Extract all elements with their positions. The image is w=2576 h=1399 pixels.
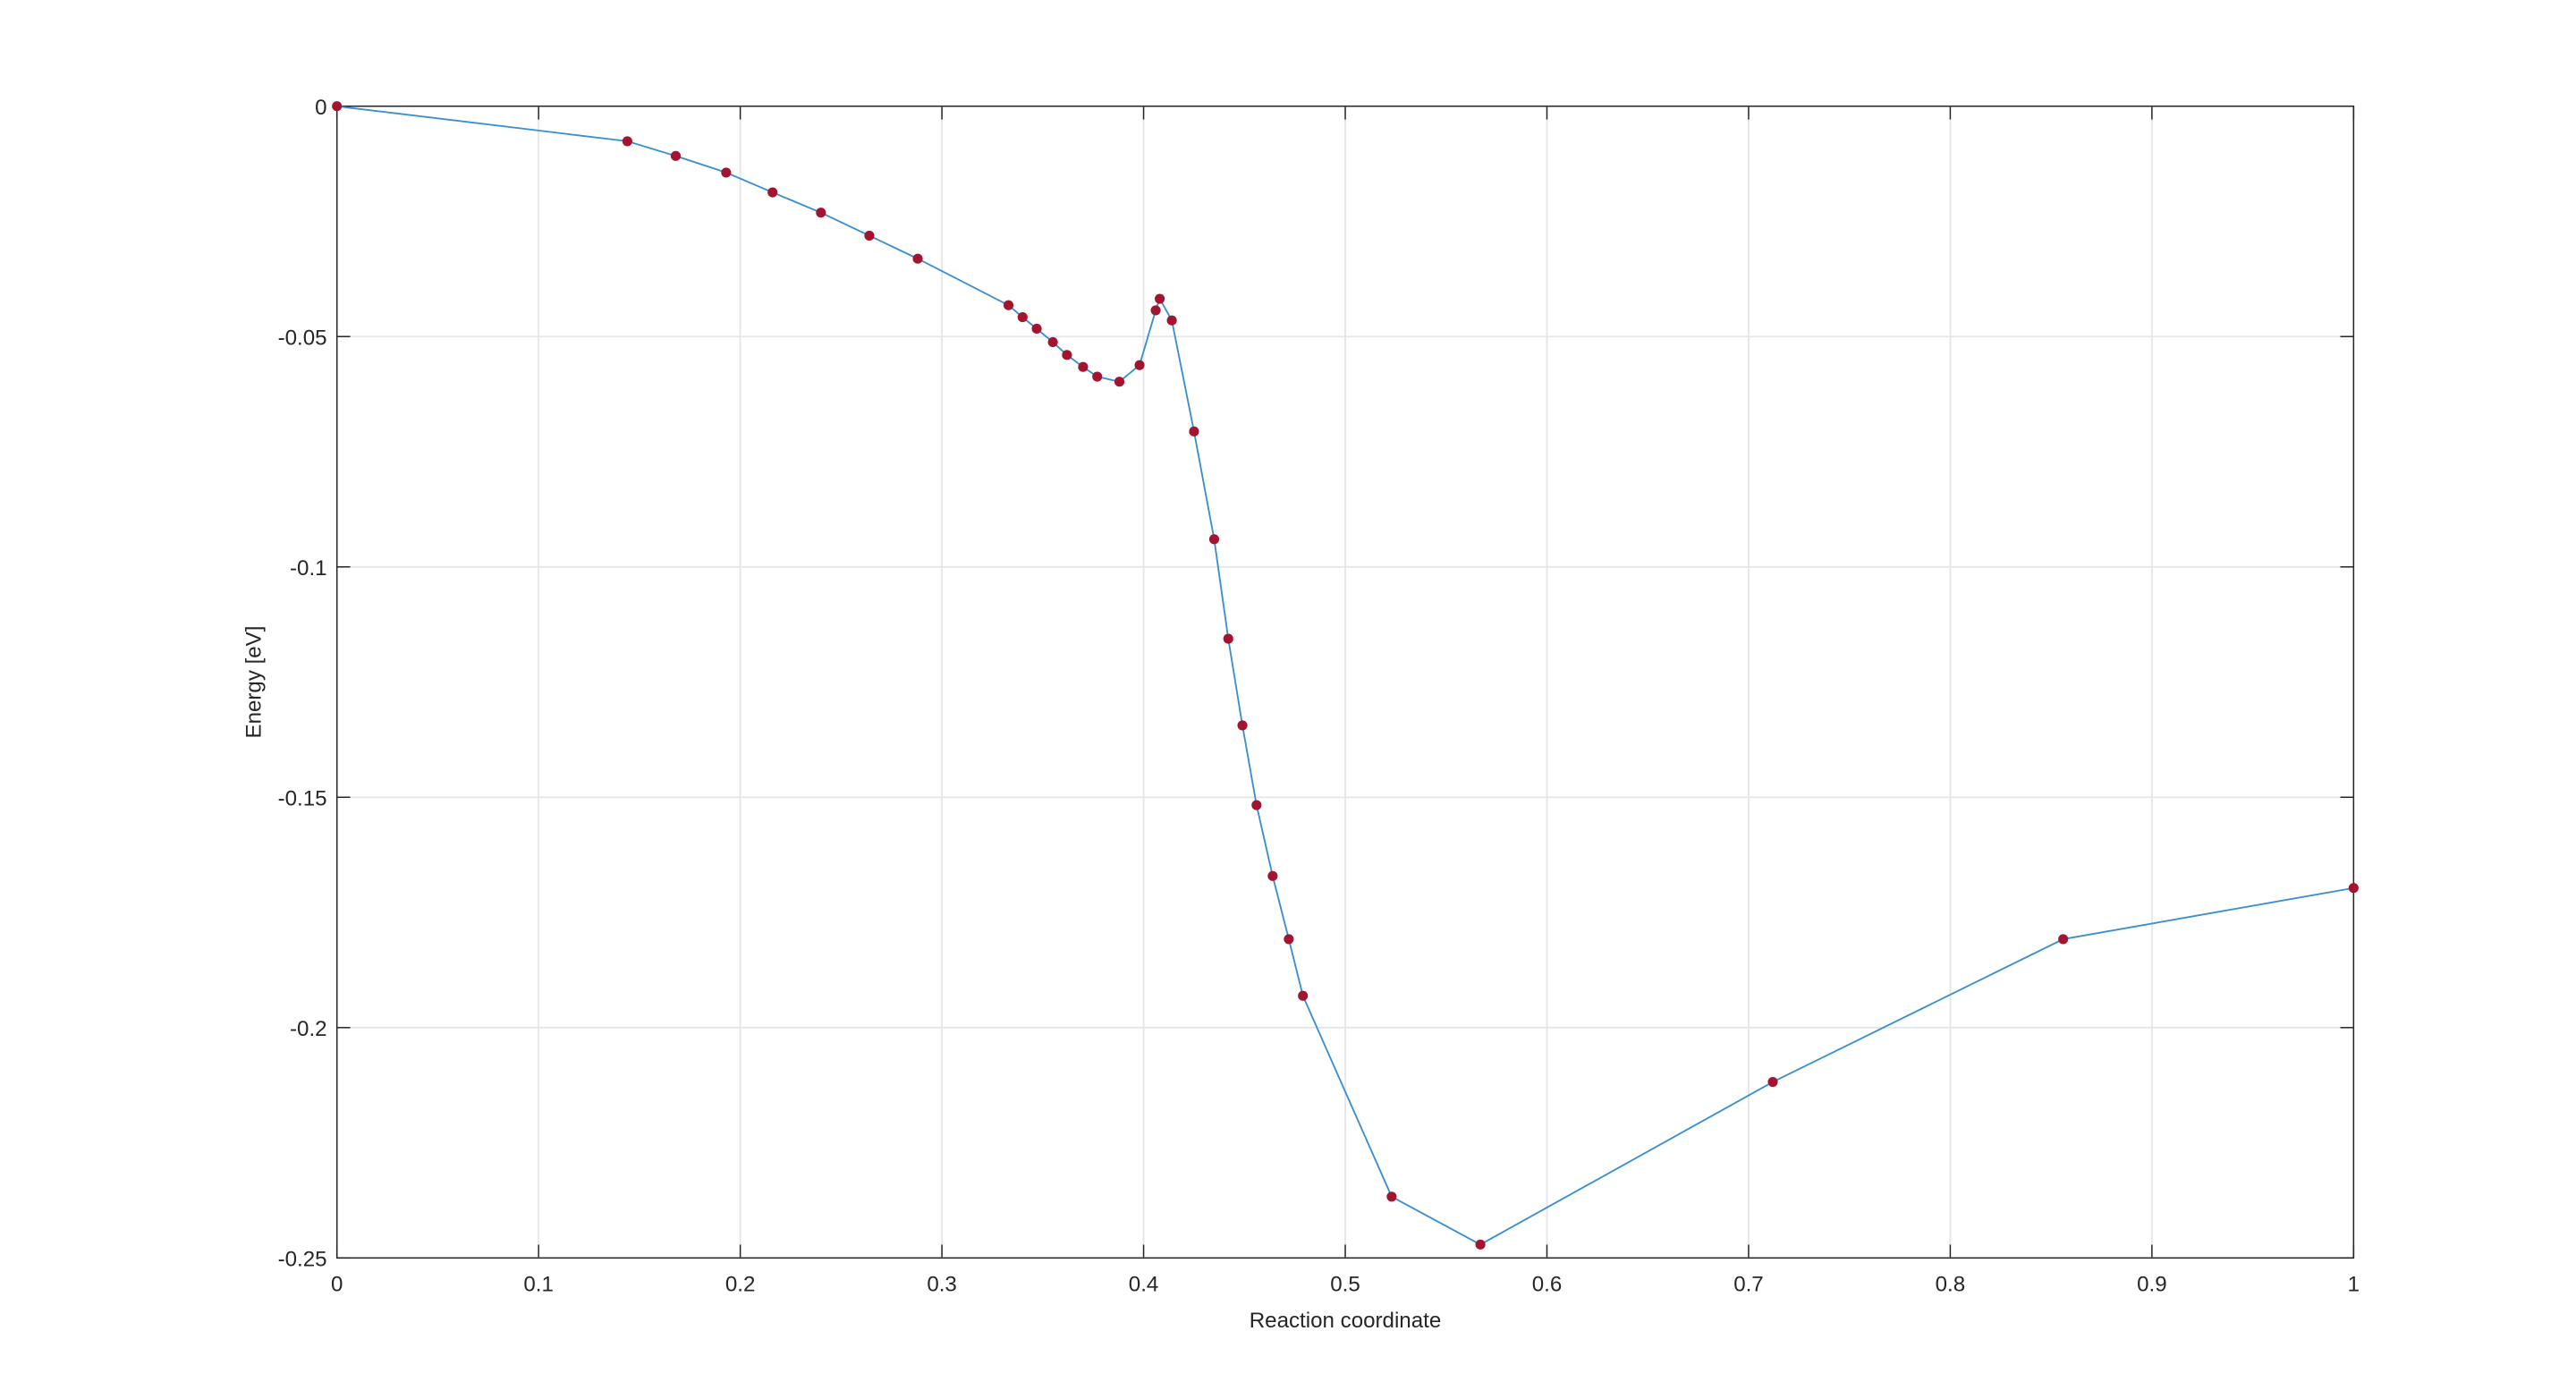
x-tick-label: 1	[2348, 1272, 2360, 1296]
data-point	[1189, 426, 1199, 437]
y-tick-label: 0	[315, 96, 326, 120]
plot-frame	[335, 105, 2355, 1259]
data-point	[1298, 990, 1309, 1001]
data-point	[1031, 323, 1042, 335]
data-point	[1062, 350, 1072, 360]
data-point	[1078, 361, 1089, 372]
x-tick-label: 0.5	[1330, 1272, 1360, 1296]
data-point	[670, 150, 682, 161]
data-point	[2058, 934, 2069, 945]
data-point	[1114, 377, 1125, 387]
data-point	[1017, 312, 1028, 323]
data-point	[816, 208, 826, 218]
data-point	[1155, 293, 1165, 304]
x-tick-label: 0.4	[1129, 1272, 1159, 1296]
x-tick-label: 0.8	[1936, 1272, 1966, 1296]
y-tick-label: -0.25	[278, 1248, 327, 1272]
data-point	[1150, 305, 1161, 316]
data-point	[721, 167, 732, 178]
x-tick-label: 0.9	[2137, 1272, 2167, 1296]
data-point	[912, 253, 923, 264]
data-point	[1767, 1076, 1778, 1088]
data-point	[1047, 336, 1058, 347]
y-tick-label: -0.1	[290, 556, 327, 581]
x-tick-label: 0.1	[523, 1272, 554, 1296]
y-tick-label: -0.2	[290, 1017, 327, 1041]
data-point	[622, 136, 632, 147]
data-point	[1003, 300, 1014, 310]
x-tick-label: 0.6	[1532, 1272, 1563, 1296]
y-tick-label: -0.05	[278, 326, 327, 351]
x-tick-label: 0.3	[927, 1272, 957, 1296]
data-point	[1267, 870, 1278, 881]
data-point	[1386, 1191, 1397, 1202]
data-point	[767, 187, 778, 198]
data-point	[1251, 800, 1262, 810]
y-axis-label: Energy [eV]	[242, 626, 266, 739]
data-point	[1475, 1239, 1486, 1250]
data-point	[1237, 720, 1248, 731]
x-axis-label: Reaction coordinate	[1250, 1309, 1441, 1333]
x-tick-label: 0	[331, 1272, 343, 1296]
data-point	[332, 101, 343, 112]
x-tick-label: 0.2	[725, 1272, 756, 1296]
data-point	[1284, 934, 1294, 945]
data-point	[1208, 534, 1220, 545]
data-point	[2348, 883, 2359, 894]
data-point	[864, 230, 875, 242]
data-point	[1092, 371, 1103, 382]
data-point	[1134, 360, 1145, 370]
data-point	[1166, 315, 1177, 326]
y-tick-label: -0.15	[278, 787, 327, 811]
data-point	[1223, 633, 1233, 644]
x-tick-label: 0.7	[1733, 1272, 1764, 1296]
